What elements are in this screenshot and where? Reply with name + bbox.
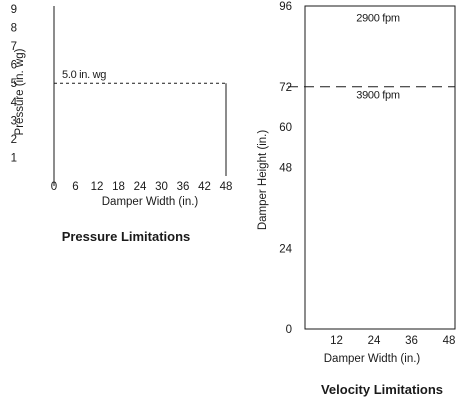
pressure-limit-annotation: 5.0 in. wg	[62, 69, 106, 81]
velocity-x-tick-label: 12	[330, 335, 343, 347]
pressure-y-tick-label: 7	[11, 41, 17, 53]
pressure-x-tick-label: 18	[112, 181, 125, 193]
pressure-y-tick-label: 3	[11, 115, 17, 127]
pressure-x-tick-label: 36	[177, 181, 190, 193]
velocity-y-tick-label: 72	[279, 82, 292, 94]
pressure-x-tick-label: 48	[220, 181, 233, 193]
velocity-zone-label: 3900 fpm	[356, 90, 400, 102]
pressure-x-tick-label: 6	[72, 181, 78, 193]
pressure-chart-caption: Pressure Limitations	[62, 229, 191, 244]
velocity-zone-label: 2900 fpm	[356, 12, 400, 24]
velocity-y-tick-label: 48	[279, 163, 292, 175]
velocity-x-tick-label: 24	[368, 335, 381, 347]
velocity-x-axis-label: Damper Width (in.)	[324, 353, 421, 365]
pressure-y-tick-label: 5	[11, 78, 17, 90]
pressure-y-tick-label: 2	[11, 134, 17, 146]
pressure-y-tick-label: 9	[11, 4, 17, 16]
pressure-x-tick-label: 0	[51, 181, 57, 193]
velocity-x-tick-label: 48	[443, 335, 456, 347]
pressure-x-tick-label: 30	[155, 181, 168, 193]
pressure-x-tick-label: 12	[91, 181, 104, 193]
pressure-x-axis-label: Damper Width (in.)	[102, 196, 199, 208]
velocity-y-tick-label: 0	[286, 324, 292, 336]
pressure-x-tick-label: 42	[198, 181, 211, 193]
pressure-y-tick-label: 4	[11, 97, 18, 109]
velocity-plot-frame	[304, 5, 456, 330]
velocity-y-tick-label: 96	[279, 1, 292, 13]
velocity-y-tick-label: 24	[279, 243, 292, 255]
pressure-y-axis-label: Pressure (in. wg)	[14, 48, 26, 135]
velocity-chart-caption: Velocity Limitations	[321, 382, 443, 397]
pressure-y-tick-label: 6	[11, 60, 17, 72]
pressure-y-tick-label: 8	[11, 23, 17, 35]
velocity-y-axis-label: Damper Height (in.)	[257, 130, 269, 231]
velocity-x-tick-label: 36	[405, 335, 418, 347]
velocity-y-tick-label: 60	[279, 122, 292, 134]
pressure-y-tick-label: 1	[11, 152, 17, 164]
pressure-x-tick-label: 24	[134, 181, 147, 193]
